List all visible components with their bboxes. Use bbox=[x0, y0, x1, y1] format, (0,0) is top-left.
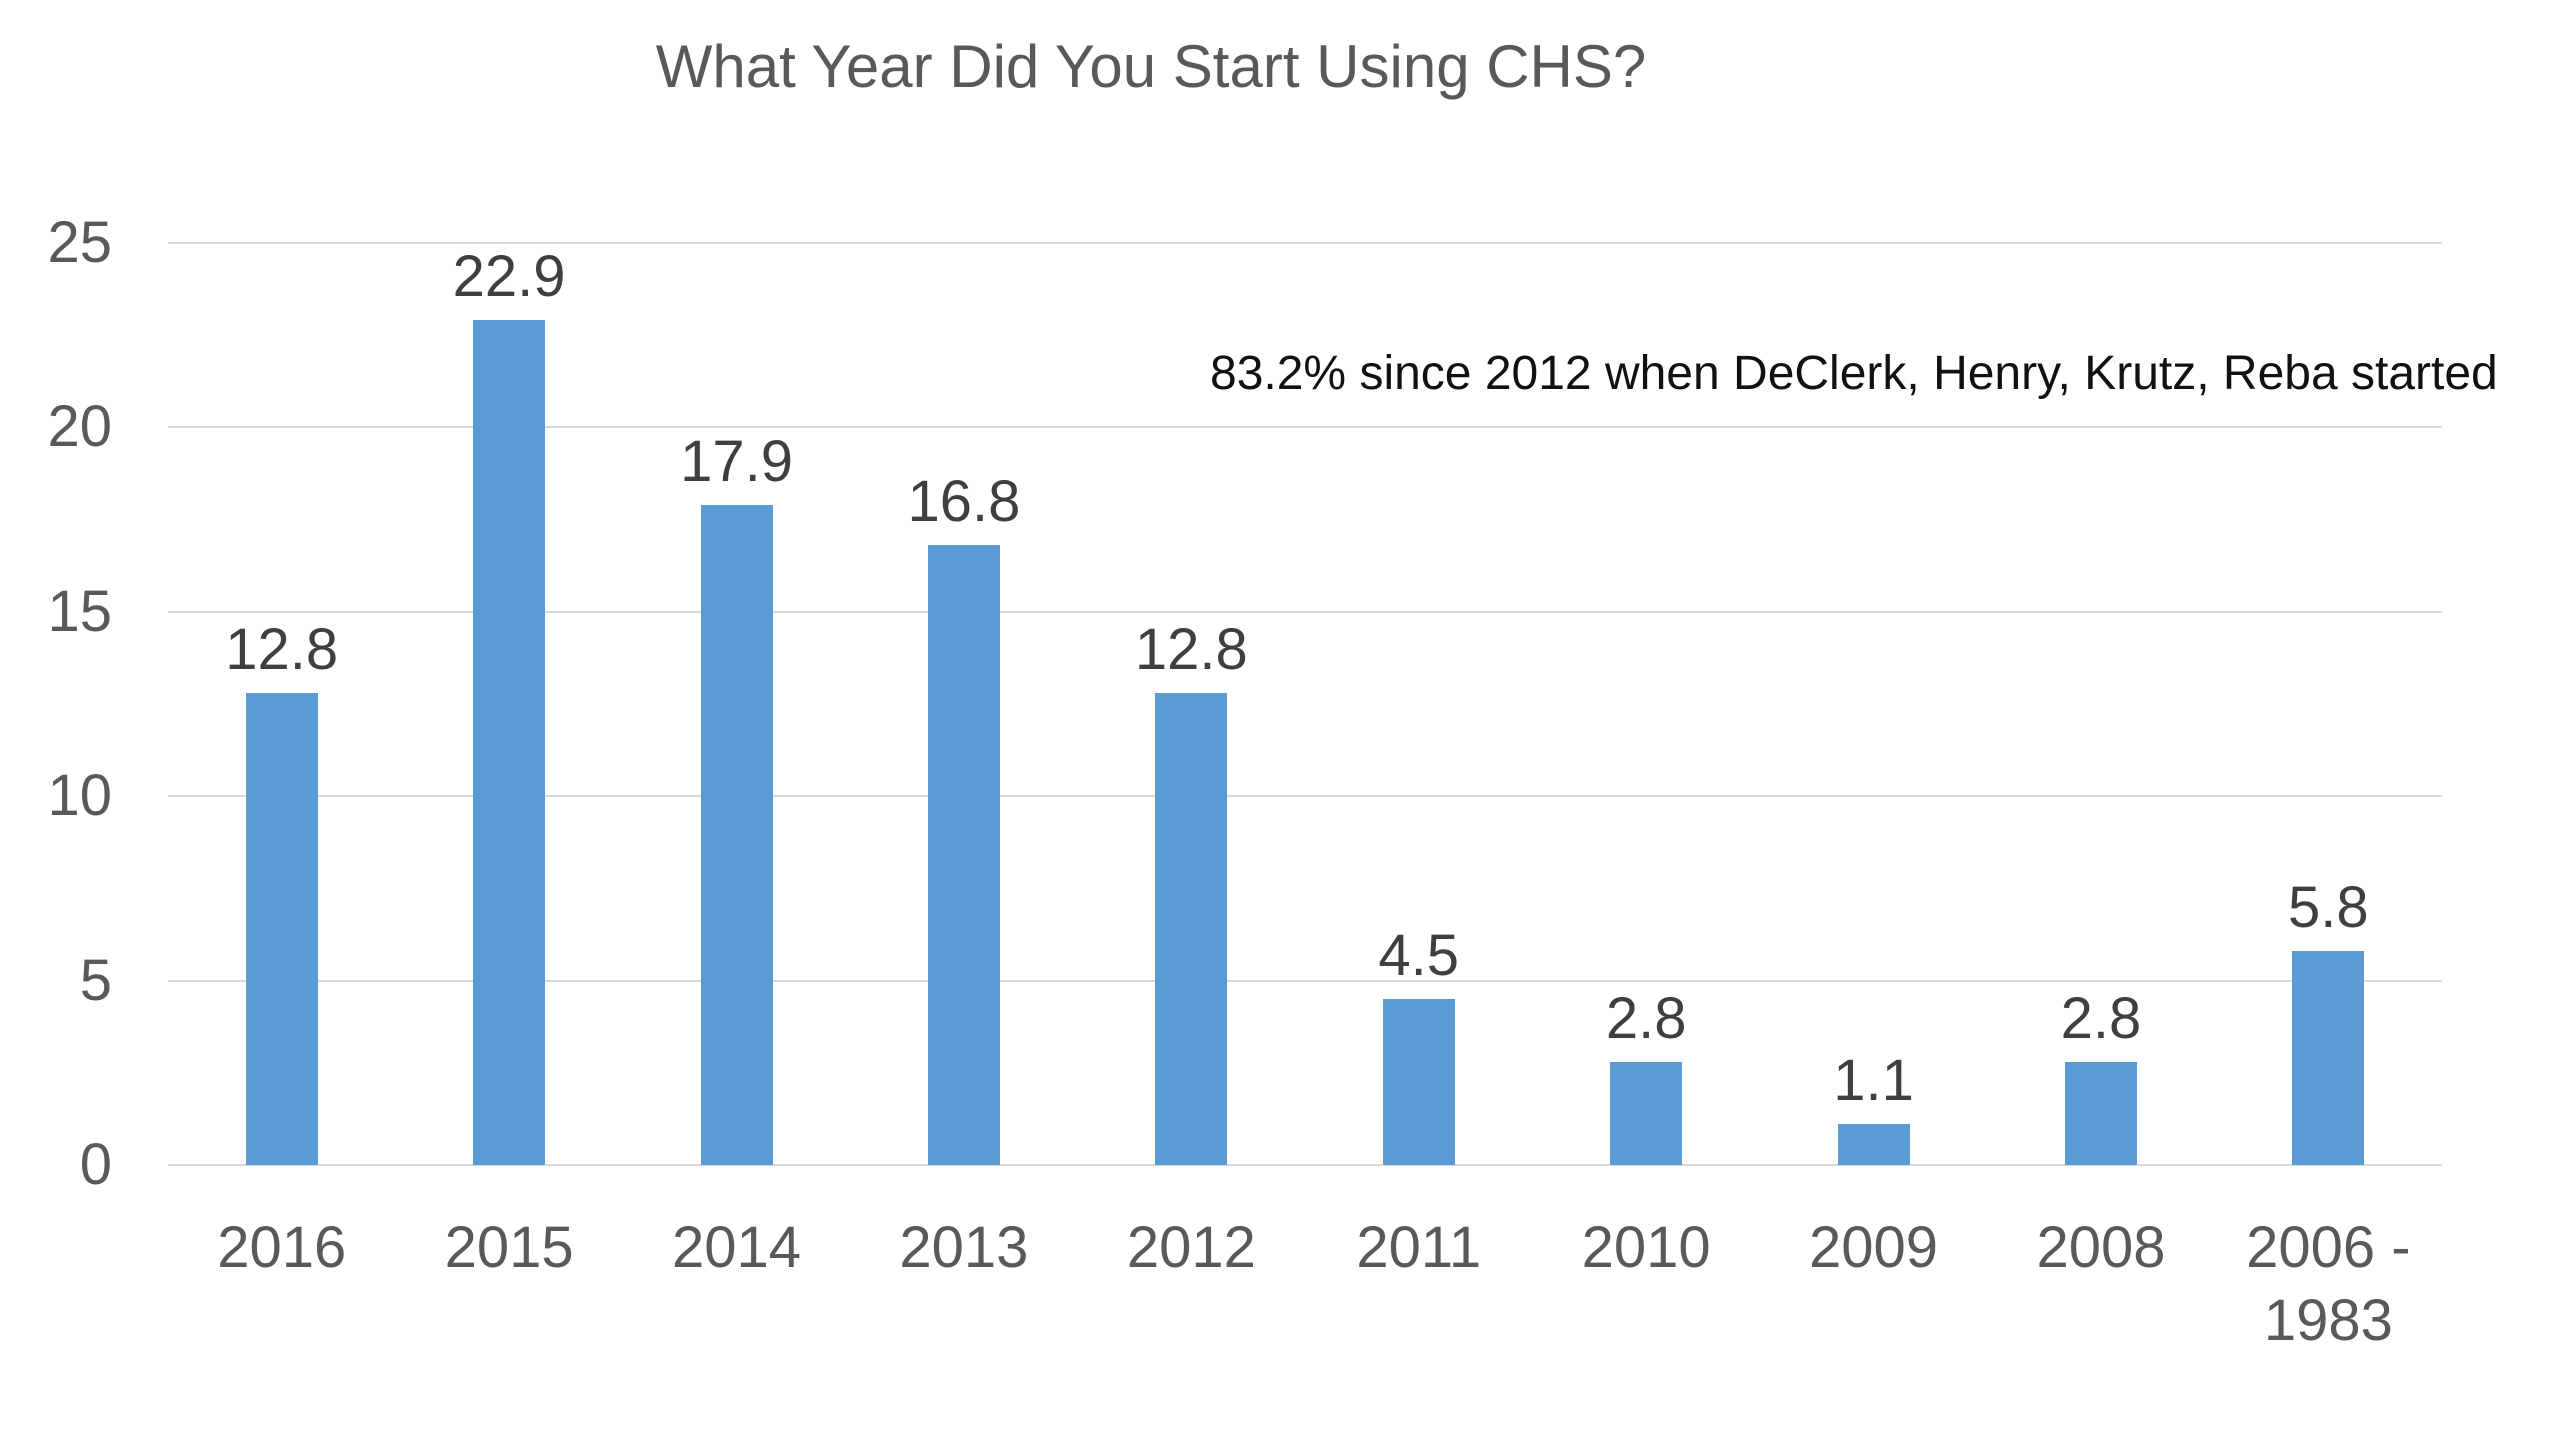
y-tick-label-0: 0 bbox=[79, 1132, 112, 1197]
bar-value-label: 22.9 bbox=[452, 244, 566, 310]
bar-value-label: 5.8 bbox=[2288, 875, 2369, 941]
gridline-15 bbox=[168, 610, 2442, 613]
category-2011: 4.5 bbox=[1305, 243, 1532, 1165]
chart-title: What Year Did You Start Using CHS? bbox=[655, 33, 1647, 100]
y-tick-label-15: 15 bbox=[47, 578, 112, 644]
x-tick-label-2014: 2014 bbox=[672, 1215, 802, 1280]
bar-value-label: 12.8 bbox=[225, 616, 339, 682]
category-2015: 22.9 bbox=[395, 243, 622, 1165]
bar-2010 bbox=[1610, 1061, 1683, 1165]
y-axis: 0 5 10 15 20 25 bbox=[0, 210, 112, 1197]
x-tick-label-2010: 2010 bbox=[1581, 1215, 1711, 1280]
bar-2012 bbox=[1155, 692, 1228, 1165]
category-2006-1983: 5.8 bbox=[2215, 243, 2442, 1165]
bar-value-label: 4.5 bbox=[1378, 923, 1460, 989]
bar-2008 bbox=[2064, 1061, 2137, 1165]
category-2014: 17.9 bbox=[623, 243, 850, 1165]
gridline-10 bbox=[168, 795, 2442, 798]
x-tick-label-2011: 2011 bbox=[1356, 1215, 1482, 1280]
category-2008: 2.8 bbox=[1987, 243, 2214, 1165]
bar-2013 bbox=[927, 545, 1000, 1165]
y-tick-label-25: 25 bbox=[47, 210, 112, 275]
y-tick-label-20: 20 bbox=[47, 394, 112, 460]
x-tick-label-2016: 2016 bbox=[217, 1215, 347, 1280]
bar-2014 bbox=[700, 504, 773, 1165]
y-tick-label-10: 10 bbox=[47, 763, 112, 829]
category-2012: 12.8 bbox=[1078, 243, 1305, 1165]
x-tick-label-2008: 2008 bbox=[2036, 1215, 2166, 1280]
bar-2016 bbox=[245, 692, 318, 1165]
bar-2009 bbox=[1837, 1124, 1910, 1165]
bar-value-label: 2.8 bbox=[1605, 985, 1687, 1051]
gridline-5 bbox=[168, 979, 2442, 982]
bar-value-label: 2.8 bbox=[2060, 985, 2142, 1051]
category-2009: 1.1 bbox=[1760, 243, 1987, 1165]
x-tick-label-2013: 2013 bbox=[899, 1215, 1029, 1280]
bar-2015 bbox=[473, 320, 546, 1165]
category-2010: 2.8 bbox=[1532, 243, 1759, 1165]
bar-value-label: 16.8 bbox=[907, 469, 1021, 535]
gridline-25 bbox=[168, 242, 2442, 244]
bar-value-label: 1.1 bbox=[1833, 1048, 1914, 1114]
bar-2006-1983 bbox=[2292, 951, 2365, 1165]
x-tick-label-2012: 2012 bbox=[1126, 1215, 1256, 1280]
x-tick-label-2009: 2009 bbox=[1809, 1215, 1939, 1280]
x-tick-label-2015: 2015 bbox=[444, 1215, 574, 1280]
category-2016: 12.8 bbox=[168, 243, 395, 1165]
gridline-20 bbox=[168, 426, 2442, 429]
gridline-0 bbox=[168, 1164, 2442, 1166]
y-tick-label-5: 5 bbox=[79, 947, 112, 1013]
bar-value-label: 17.9 bbox=[680, 428, 793, 494]
chart-annotation: 83.2% since 2012 when DeClerk, Henry, Kr… bbox=[1210, 347, 2498, 400]
category-2013: 16.8 bbox=[850, 243, 1077, 1165]
bar-value-label: 12.8 bbox=[1134, 616, 1248, 682]
bars-row: 12.8 22.9 17.9 16.8 12.8 4.5 2.8 1.1 2.8 5.8 bbox=[168, 243, 2442, 1165]
bar-2011 bbox=[1382, 999, 1455, 1165]
plot-area: 12.8 22.9 17.9 16.8 12.8 4.5 2.8 1.1 2.8 5.8 bbox=[168, 242, 2442, 1166]
x-tick-label-2006-1983: 2006 - 1983 bbox=[2246, 1215, 2411, 1353]
x-axis: 2016 2015 2014 2013 2012 2011 2010 2009 2008 2006… bbox=[168, 1212, 2442, 1357]
